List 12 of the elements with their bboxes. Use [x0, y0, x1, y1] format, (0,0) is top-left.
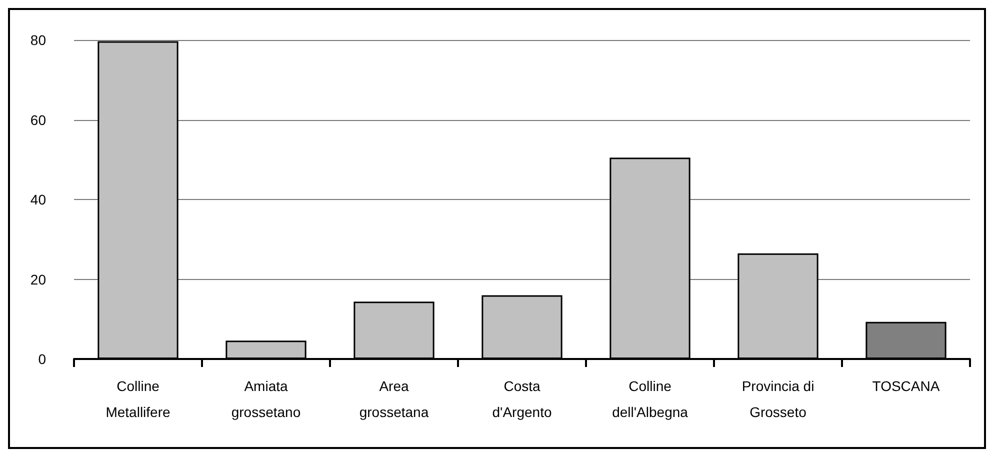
y-tick-label: 40: [30, 192, 46, 208]
x-tick-label: Costa d'Argento: [492, 378, 552, 420]
y-tick-label: 0: [38, 351, 46, 367]
x-tick-label: Colline Metallifere: [106, 378, 170, 420]
y-tick-label: 20: [30, 271, 46, 288]
x-tick-label: Amiata grossetano: [231, 378, 301, 420]
y-tick-label: 60: [30, 112, 46, 128]
x-tick-label: TOSCANA: [872, 378, 940, 394]
x-tick-label: Provincia di Grosseto: [742, 378, 814, 420]
x-tick-label: Colline dell'Albegna: [612, 378, 688, 420]
x-tick-label: Area grossetana: [359, 378, 429, 420]
y-tick-label: 80: [30, 32, 46, 48]
